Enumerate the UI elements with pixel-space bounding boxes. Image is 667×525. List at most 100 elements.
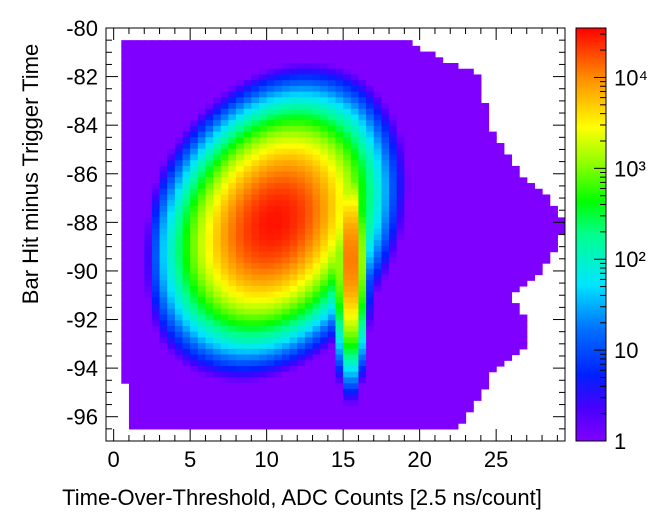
heatmap-cell [404, 303, 413, 310]
heatmap-cell [289, 51, 298, 58]
heatmap-cell [320, 240, 329, 247]
heatmap-cell [412, 120, 421, 127]
heatmap-cell [434, 423, 444, 430]
heatmap-cell [404, 343, 413, 350]
heatmap-cell [381, 160, 390, 167]
heatmap-cell [144, 360, 153, 367]
heatmap-cell [144, 257, 153, 264]
heatmap-cell [503, 303, 513, 310]
heatmap-cell [121, 234, 130, 241]
heatmap-cell [434, 143, 444, 150]
heatmap-cell [450, 331, 459, 338]
heatmap-cell [304, 91, 314, 98]
heatmap-cell [312, 68, 321, 76]
heatmap-cell [174, 74, 184, 81]
heatmap-cell [297, 45, 306, 53]
heatmap-cell [266, 343, 275, 350]
heatmap-cell [343, 314, 352, 321]
heatmap-cell [404, 245, 413, 253]
heatmap-cell [496, 314, 505, 321]
heatmap-cell [366, 291, 375, 298]
heatmap-cell [457, 245, 467, 253]
heatmap-cell [289, 97, 298, 104]
heatmap-cell [190, 400, 199, 407]
heatmap-cell [128, 165, 138, 173]
heatmap-cell [144, 274, 153, 281]
heatmap-cell [205, 85, 214, 93]
heatmap-cell [366, 423, 375, 430]
heatmap-cell [243, 51, 252, 58]
heatmap-cell [327, 371, 337, 379]
heatmap-cell [274, 51, 283, 58]
heatmap-cell [304, 234, 314, 241]
heatmap-cell [151, 177, 161, 184]
heatmap-cell [159, 268, 168, 276]
heatmap-cell [121, 320, 130, 327]
heatmap-cell [297, 257, 306, 264]
heatmap-cell [358, 280, 367, 287]
heatmap-cell [343, 68, 352, 76]
heatmap-cell [335, 274, 344, 281]
heatmap-cell [389, 45, 398, 53]
heatmap-cell [159, 137, 168, 144]
heatmap-cell [412, 274, 421, 281]
heatmap-cell [151, 131, 161, 138]
heatmap-cell [205, 217, 214, 224]
heatmap-cell [220, 68, 229, 76]
heatmap-cell [228, 405, 237, 413]
heatmap-cell [220, 177, 229, 184]
heatmap-cell [144, 211, 153, 218]
heatmap-cell [159, 331, 168, 338]
heatmap-cell [473, 285, 482, 293]
heatmap-cell [373, 280, 382, 287]
heatmap-cell [373, 137, 382, 144]
heatmap-cell [312, 388, 321, 396]
heatmap-cell [350, 97, 360, 104]
heatmap-cell [396, 114, 405, 121]
heatmap-cell [419, 411, 428, 419]
heatmap-cell [205, 68, 214, 76]
heatmap-cell [136, 240, 145, 247]
heatmap-cell [434, 148, 444, 156]
heatmap-cell [228, 325, 237, 333]
heatmap-cell [312, 423, 321, 430]
heatmap-cell [434, 291, 444, 298]
heatmap-cell [274, 45, 283, 53]
heatmap-cell [427, 103, 436, 110]
heatmap-cell [350, 388, 360, 396]
heatmap-cell [190, 45, 199, 53]
heatmap-cell [312, 411, 321, 419]
heatmap-cell [312, 383, 321, 390]
heatmap-cell [259, 411, 268, 419]
heatmap-cell [419, 91, 428, 98]
heatmap-cell [503, 314, 513, 321]
heatmap-cell [274, 137, 283, 144]
heatmap-cell [144, 205, 153, 213]
heatmap-cell [335, 200, 344, 207]
heatmap-cell [396, 331, 405, 338]
heatmap-cell [220, 85, 229, 93]
heatmap-cell [389, 177, 398, 184]
heatmap-cell [144, 74, 153, 81]
heatmap-cell [427, 394, 436, 401]
heatmap-cell [419, 108, 428, 116]
heatmap-cell [350, 137, 360, 144]
heatmap-cell [205, 103, 214, 110]
heatmap-cell [236, 411, 245, 419]
heatmap-cell [128, 325, 138, 333]
heatmap-cell [190, 97, 199, 104]
heatmap-cell [304, 171, 314, 178]
heatmap-cell [366, 377, 375, 384]
heatmap-cell [404, 365, 413, 373]
heatmap-cell [335, 365, 344, 373]
heatmap-cell [266, 400, 275, 407]
heatmap-cell [465, 114, 474, 121]
heatmap-cell [151, 125, 161, 133]
heatmap-cell [503, 263, 513, 270]
heatmap-cell [412, 68, 421, 76]
heatmap-cell [236, 240, 245, 247]
heatmap-cell [450, 297, 459, 304]
heatmap-cell [304, 245, 314, 253]
heatmap-cell [174, 280, 184, 287]
heatmap-cell [297, 211, 306, 218]
